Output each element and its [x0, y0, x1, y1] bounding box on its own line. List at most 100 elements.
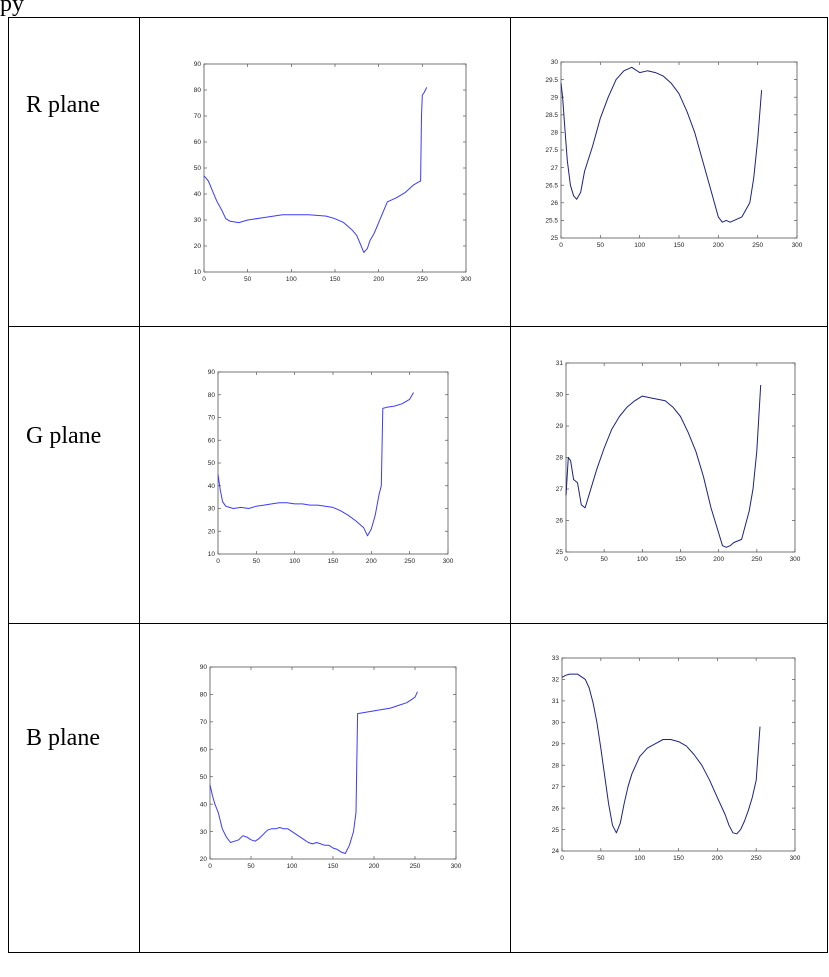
y-tick-label: 60: [208, 437, 216, 444]
y-tick-label: 80: [208, 392, 216, 399]
x-tick-label: 200: [713, 556, 724, 563]
x-tick-label: 300: [790, 855, 801, 862]
y-tick-label: 10: [194, 269, 202, 276]
y-tick-label: 26.5: [545, 182, 558, 189]
y-tick-label: 40: [194, 191, 202, 198]
y-tick-label: 90: [194, 61, 202, 68]
page-top-text: py: [0, 0, 24, 17]
y-tick-label: 26: [551, 200, 559, 207]
table-row: G plane 0 50 100 150 200 250 300 10 20 30 40 50 60 70…: [8, 326, 828, 624]
y-tick-label: 70: [194, 113, 202, 120]
plot-cell: 0 50 100 150 200 250 300 20 30 40 50 60 70 80 90: [139, 623, 511, 953]
x-tick-label: 150: [328, 863, 339, 870]
plot-frame: [209, 666, 457, 860]
x-tick-label: 150: [674, 242, 685, 249]
plot-frame: [561, 657, 796, 852]
y-tick-label: 40: [200, 801, 208, 808]
y-tick-label: 33: [552, 655, 560, 662]
chart-g-left: 0 50 100 150 200 250 300 10 20 30 40 50 60 70 80 90: [208, 369, 454, 565]
x-tick-label: 200: [369, 863, 380, 870]
row-label-b: B plane: [26, 725, 100, 751]
plot-cell: 0 50 100 150 200 250 300 25 26 27 28 29 30 31: [510, 326, 828, 624]
y-tick-label: 29.5: [545, 77, 558, 84]
x-tick-label: 50: [247, 863, 255, 870]
plot-frame: [217, 371, 449, 555]
x-tick-label: 200: [712, 855, 723, 862]
x-tick-label: 50: [253, 558, 261, 565]
y-tick-label: 28.5: [545, 112, 558, 119]
x-tick-label: 0: [560, 855, 564, 862]
y-tick-label: 40: [208, 483, 216, 490]
y-tick-label: 26: [556, 518, 564, 525]
x-tick-label: 300: [443, 558, 454, 565]
x-tick-label: 250: [752, 242, 763, 249]
y-tick-label: 29: [556, 423, 564, 430]
y-tick-label: 20: [200, 856, 208, 863]
x-tick-label: 150: [673, 855, 684, 862]
y-tick-label: 27: [551, 165, 559, 172]
y-tick-label: 25: [552, 827, 560, 834]
y-tick-label: 50: [200, 774, 208, 781]
y-tick-label: 28: [556, 455, 564, 462]
x-tick-label: 250: [751, 855, 762, 862]
x-tick-label: 50: [597, 855, 605, 862]
x-tick-label: 0: [202, 276, 206, 283]
series-line: [217, 392, 414, 537]
y-tick-label: 20: [194, 243, 202, 250]
x-tick-label: 50: [597, 242, 605, 249]
row-label-cell: G plane: [8, 326, 140, 624]
y-tick-label: 60: [200, 746, 208, 753]
y-tick-label: 27.5: [545, 147, 558, 154]
y-tick-label: 20: [208, 528, 216, 535]
x-tick-label: 250: [417, 276, 428, 283]
x-tick-label: 250: [404, 558, 415, 565]
x-tick-label: 100: [634, 242, 645, 249]
y-tick-label: 30: [208, 506, 216, 513]
y-tick-label: 30: [200, 829, 208, 836]
chart-r-left: 0 50 100 150 200 250 300 10 20 30 40 50 60 70 80 90: [194, 61, 472, 283]
chart-r-right: 0 50 100 150 200 250 300 25 25.5 26 26.5 27 27.5 28 28…: [545, 59, 803, 249]
row-label-r: R plane: [26, 92, 100, 118]
y-tick-label: 30: [194, 217, 202, 224]
x-tick-label: 300: [461, 276, 472, 283]
y-tick-label: 30: [551, 59, 559, 66]
x-tick-label: 300: [792, 242, 803, 249]
planes-table: R plane 0 50 100 150 200 250 300 10 20 30 40 50 60 70…: [8, 17, 828, 953]
y-tick-label: 25: [556, 549, 564, 556]
y-tick-label: 80: [194, 87, 202, 94]
y-tick-label: 28: [551, 130, 559, 137]
y-tick-label: 31: [552, 698, 560, 705]
x-tick-label: 0: [564, 556, 568, 563]
y-tick-label: 32: [552, 677, 560, 684]
table-row: B plane 0 50 100 150 200 250 300 20 30 40 50 60 70 80…: [8, 623, 828, 953]
x-tick-label: 100: [289, 558, 300, 565]
y-tick-label: 50: [208, 460, 216, 467]
y-tick-label: 30: [552, 720, 560, 727]
x-tick-label: 300: [451, 863, 462, 870]
x-tick-label: 150: [328, 558, 339, 565]
plot-cell: 0 50 100 150 200 250 300 24 25 26 27 28 29 30 31 32 33: [510, 623, 828, 953]
y-tick-label: 30: [556, 392, 564, 399]
x-tick-label: 50: [244, 276, 252, 283]
series-line: [209, 691, 418, 854]
y-tick-label: 60: [194, 139, 202, 146]
y-tick-label: 90: [208, 369, 216, 376]
x-tick-label: 150: [330, 276, 341, 283]
series-line: [203, 87, 428, 253]
y-tick-label: 27: [556, 486, 564, 493]
y-tick-label: 25.5: [545, 218, 558, 225]
row-label-cell: R plane: [8, 17, 140, 327]
y-tick-label: 31: [556, 360, 564, 367]
chart-g-right: 0 50 100 150 200 250 300 25 26 27 28 29 30 31: [556, 360, 801, 563]
x-tick-label: 100: [637, 556, 648, 563]
chart-b-right: 0 50 100 150 200 250 300 24 25 26 27 28 29 30 31 32 33: [552, 655, 801, 862]
x-tick-label: 0: [208, 863, 212, 870]
x-tick-label: 200: [373, 276, 384, 283]
table-row: R plane 0 50 100 150 200 250 300 10 20 30 40 50 60 70…: [8, 17, 828, 327]
x-tick-label: 100: [286, 276, 297, 283]
plot-frame: [203, 63, 467, 273]
plot-cell: 0 50 100 150 200 250 300 10 20 30 40 50 60 70 80 90: [139, 326, 511, 624]
chart-b-left: 0 50 100 150 200 250 300 20 30 40 50 60 70 80 90: [200, 664, 462, 870]
x-tick-label: 250: [410, 863, 421, 870]
x-tick-label: 200: [713, 242, 724, 249]
